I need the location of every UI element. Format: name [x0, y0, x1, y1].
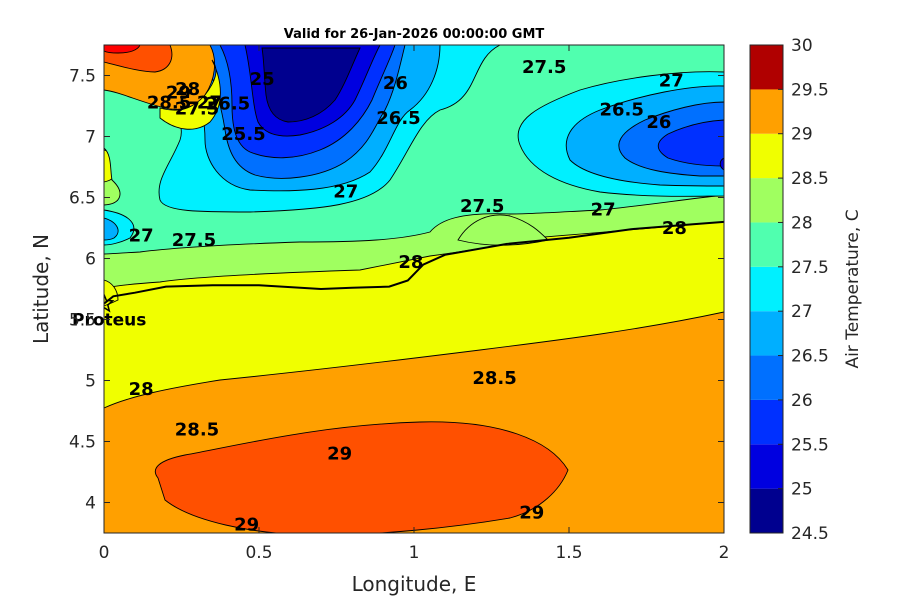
contour-label: 27.5 [172, 230, 216, 251]
colorbar-swatch [750, 45, 783, 90]
contour-label: 27 [129, 225, 154, 246]
contour-region-28-proteus [104, 279, 119, 307]
x-tick-label: 1 [409, 543, 420, 563]
y-tick-label: 6.5 [69, 189, 96, 209]
contour-region-26-west [104, 217, 119, 241]
star-icon [104, 292, 115, 313]
contour-label: 26.5 [599, 100, 643, 121]
colorbar-tick-label: 27.5 [791, 258, 829, 278]
contour-label: 28.5 [147, 92, 191, 113]
contour-label: 25.5 [221, 124, 265, 145]
contour-label: 28.5 [472, 368, 516, 389]
contour-label: 27 [197, 92, 222, 113]
colorbar-swatch [750, 399, 783, 445]
contour-label: 26.5 [376, 108, 420, 129]
contour-label: 26 [646, 112, 671, 133]
contour-label: 29 [327, 444, 352, 465]
coastline [104, 220, 724, 305]
colorbar: 24.5 25 25.5 26 26.5 27 27.5 28 28.5 29 29.5 30 [749, 36, 829, 544]
contour-label: 27.5 [175, 98, 219, 119]
colorbar-swatch [750, 133, 783, 179]
contour-label: 29 [166, 83, 191, 104]
colorbar-swatch [750, 488, 783, 533]
contour-region-29.5-nw [104, 45, 141, 54]
colorbar-tick-label: 28 [791, 213, 813, 233]
y-tick-label: 7 [85, 128, 96, 148]
contour-label: 27 [659, 70, 684, 91]
y-tick-label: 5.5 [69, 311, 96, 331]
contour-region-24-core [261, 47, 361, 123]
colorbar-tick-label: 29 [791, 125, 813, 145]
colorbar-swatch [750, 178, 783, 223]
x-tick-label: 2 [719, 543, 730, 563]
contour-label: 26 [383, 73, 408, 94]
contour-label: 27.5 [522, 57, 566, 78]
contour-label: 26.5 [206, 94, 250, 115]
contour-label: 27 [591, 200, 616, 221]
contour-label: 27.5 [460, 196, 504, 217]
colorbar-swatch [750, 311, 783, 356]
colorbar-tick-label: 25.5 [791, 435, 829, 455]
contour-fill [104, 45, 724, 533]
contour-label: 29 [234, 514, 259, 535]
map-overlay [104, 220, 724, 313]
contour-region-29-south [154, 421, 569, 533]
x-tick-label: 0 [99, 543, 110, 563]
y-axis-label: Latitude, N [29, 234, 53, 344]
poi-label: Proteus [72, 311, 146, 331]
contour-label: 28 [175, 79, 200, 100]
colorbar-tick-label: 29.5 [791, 80, 829, 100]
y-axis: 4 4.5 5 5.5 6 6.5 7 7.5 [69, 67, 724, 514]
x-axis-label: Longitude, E [352, 572, 477, 596]
contour-label: 27 [333, 181, 358, 202]
x-axis: 0 0.5 1 1.5 2 [99, 45, 730, 563]
contour-region-25-east [657, 119, 724, 167]
y-tick-label: 6 [85, 250, 96, 270]
contour-label: 28 [662, 218, 687, 239]
contour-label: 29 [519, 502, 544, 523]
colorbar-tick-label: 26.5 [791, 347, 829, 367]
colorbar-tick-label: 26 [791, 391, 813, 411]
colorbar-swatch [750, 89, 783, 134]
colorbar-tick-label: 27 [791, 302, 813, 322]
x-tick-label: 1.5 [555, 543, 582, 563]
contour-region-28-nw-strip [159, 59, 221, 130]
colorbar-swatch [750, 444, 783, 489]
y-tick-label: 7.5 [69, 67, 96, 87]
colorbar-tick-label: 28.5 [791, 169, 829, 189]
colorbar-tick-label: 30 [791, 36, 813, 56]
colorbar-frame [749, 44, 784, 534]
contour-label: 28 [129, 379, 154, 400]
colorbar-tick-label: 25 [791, 480, 813, 500]
y-tick-label: 4 [85, 494, 96, 514]
colorbar-swatch [750, 355, 783, 400]
y-tick-label: 5 [85, 372, 96, 392]
contour-label: 28 [398, 252, 423, 273]
contour-label: 25 [250, 69, 275, 90]
x-tick-label: 0.5 [245, 543, 272, 563]
colorbar-swatch [750, 266, 783, 312]
colorbar-tick-label: 24.5 [791, 524, 829, 544]
chart-title: Valid for 26-Jan-2026 00:00:00 GMT [284, 27, 545, 42]
colorbar-swatch [750, 222, 783, 267]
y-tick-label: 4.5 [69, 433, 96, 453]
contour-label: 28.5 [175, 419, 219, 440]
colorbar-label: Air Temperature, C [843, 209, 863, 368]
